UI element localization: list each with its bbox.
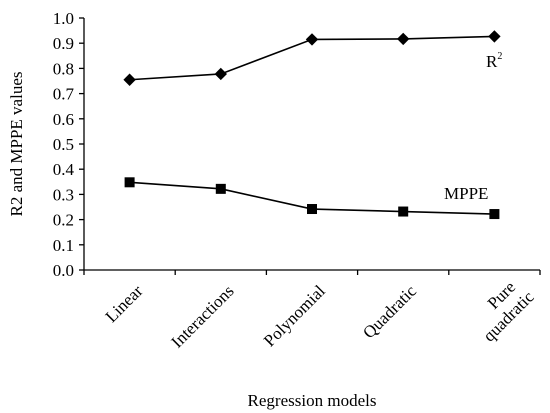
data-point xyxy=(305,33,319,46)
x-tick-label-line: Quadratic xyxy=(359,281,420,342)
data-point xyxy=(124,177,135,188)
y-tick-label: 0.5 xyxy=(53,135,74,154)
y-tick-label: 0.9 xyxy=(53,34,74,53)
x-tick-label: Linear xyxy=(102,281,147,326)
axes xyxy=(83,18,540,271)
data-point xyxy=(307,204,317,215)
x-tick-label: Quadratic xyxy=(359,281,420,342)
labels-layer: R2 and MPPE values Regression models R2 … xyxy=(7,51,502,410)
y-tick-label: 0.2 xyxy=(53,211,74,230)
y-tick-label: 1.0 xyxy=(53,9,74,28)
y-tick-label: 0.0 xyxy=(53,261,74,280)
y-tick-label: 0.8 xyxy=(53,59,74,78)
data-point xyxy=(488,30,501,43)
data-point xyxy=(489,209,500,220)
x-tick-label-line: Polynomial xyxy=(260,281,329,350)
x-ticks: Linear Interactions Polynomial Quadratic Pur… xyxy=(83,270,541,352)
series-label-r2-superscript: 2 xyxy=(497,51,502,62)
x-tick-label: Polynomial xyxy=(260,281,329,350)
series-label-r2: R2 xyxy=(486,51,502,71)
x-tick-label: Interactions xyxy=(167,281,237,351)
data-point xyxy=(398,206,409,217)
y-tick-label: 0.4 xyxy=(53,160,75,179)
x-tick-label-line: Linear xyxy=(102,281,147,326)
y-tick-label: 0.7 xyxy=(53,85,75,104)
x-tick-label: Purequadratic xyxy=(465,273,538,346)
data-point xyxy=(214,67,227,81)
y-tick-label: 0.6 xyxy=(53,110,74,129)
series-layer xyxy=(123,30,501,220)
y-tick-label: 0.3 xyxy=(53,185,74,204)
series-label-r2-base: R xyxy=(486,52,498,71)
x-tick-label-line: Interactions xyxy=(167,281,237,351)
data-point xyxy=(123,73,136,86)
y-axis-title: R2 and MPPE values xyxy=(7,72,26,217)
y-tick-label: 0.1 xyxy=(53,236,74,255)
y-ticks: 0.0 0.1 0.2 0.3 0.4 0.5 0.6 0.7 0.8 0.9 1.0 xyxy=(53,9,84,280)
series-label-mppe: MPPE xyxy=(444,184,488,203)
data-point xyxy=(215,183,226,194)
x-axis-title: Regression models xyxy=(248,391,377,410)
data-point xyxy=(397,32,410,46)
